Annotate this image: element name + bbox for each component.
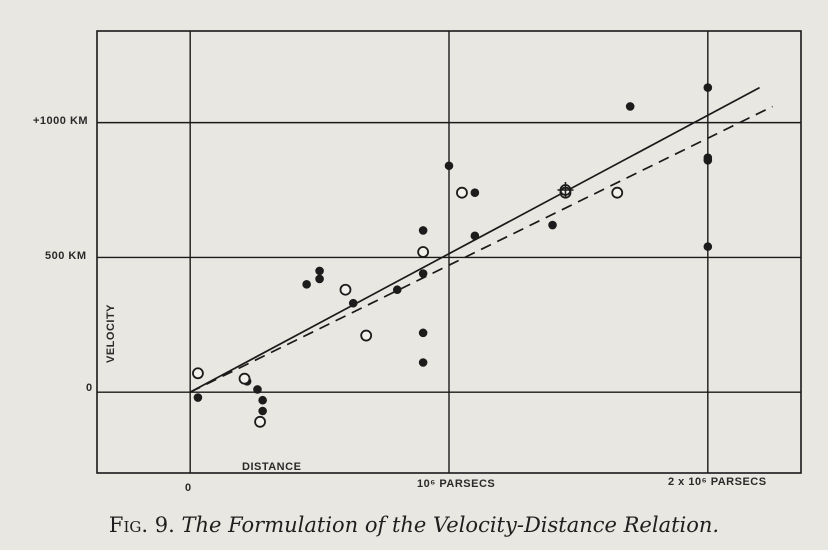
open-data-point (254, 415, 266, 428)
open-data-point (611, 186, 624, 199)
filled-data-point (418, 226, 428, 235)
filled-data-point (625, 102, 635, 111)
fit-lines (189, 86, 773, 393)
open-data-point (192, 367, 204, 380)
filled-data-point (470, 231, 480, 241)
filled-data-point (703, 242, 713, 251)
x-tick-label-2e6: 2 x 10⁶ PARSECS (668, 476, 767, 488)
filled-data-point (444, 161, 454, 171)
filled-data-point (548, 220, 557, 230)
x-axis-label: DISTANCE (242, 461, 301, 473)
y-tick-label-1000: +1000 KM (33, 115, 88, 127)
y-tick-label-0: 0 (86, 382, 93, 394)
fit-line-dashed (189, 105, 773, 393)
y-tick-label-500: 500 KM (45, 250, 87, 262)
y-axis-label: VELOCITY (105, 304, 117, 363)
open-data-point (339, 283, 352, 296)
filled-data-point (258, 406, 267, 416)
open-data-point (238, 372, 251, 385)
data-points (192, 83, 713, 428)
filled-data-point (253, 385, 262, 394)
x-tick-label-1e6: 10⁶ PARSECS (417, 478, 495, 490)
open-data-point (360, 329, 373, 342)
filled-data-point (703, 83, 713, 92)
figure-title: The Formulation of the Velocity-Distance… (181, 513, 720, 537)
filled-data-point (470, 188, 480, 198)
figure-number: Fig. 9. (108, 513, 175, 537)
open-data-point (456, 186, 468, 199)
open-data-point (417, 246, 430, 258)
cross-circle-point (557, 182, 574, 199)
filled-data-point (258, 395, 267, 405)
x-tick-label-0: 0 (185, 482, 192, 494)
filled-data-point (348, 298, 358, 308)
filled-data-point (703, 156, 713, 165)
velocity-distance-chart: +1000 KM 500 KM 0 0 10⁶ PARSECS 2 x 10⁶ … (33, 30, 802, 494)
filled-data-point (418, 269, 428, 278)
filled-data-point (315, 266, 324, 276)
filled-data-point (315, 274, 324, 284)
grid (97, 31, 801, 473)
filled-data-point (302, 280, 311, 289)
filled-data-point (418, 358, 428, 367)
figure-caption: Fig. 9. The Formulation of the Velocity-… (0, 513, 828, 537)
filled-data-point (418, 328, 428, 338)
filled-data-point (392, 285, 402, 295)
filled-data-point (193, 393, 203, 402)
